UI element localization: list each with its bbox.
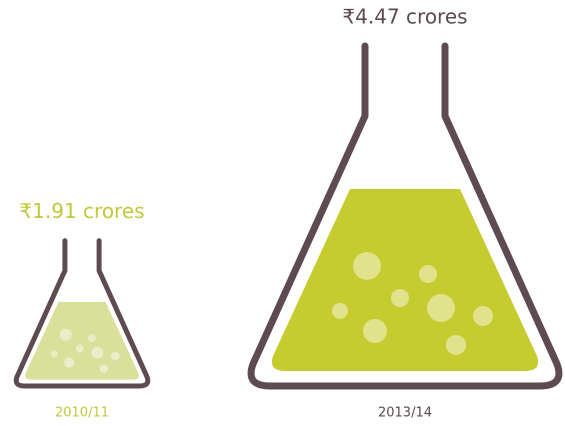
year-label: 2010/11 xyxy=(55,406,109,421)
value-label: ₹4.47 crores xyxy=(342,5,467,29)
flask-liquid xyxy=(25,301,139,380)
bubble xyxy=(391,289,409,307)
year-label: 2013/14 xyxy=(378,406,432,421)
bubble xyxy=(99,364,109,373)
flask-outline xyxy=(247,42,563,390)
flask xyxy=(247,42,563,390)
bubble xyxy=(59,328,72,341)
bubble xyxy=(50,350,58,358)
bubble xyxy=(353,252,381,280)
bubble xyxy=(91,346,104,359)
bubble xyxy=(473,306,493,326)
flask xyxy=(13,238,151,389)
bubble xyxy=(76,344,84,353)
bubble xyxy=(332,303,348,319)
flask-liquid xyxy=(271,189,539,371)
flask-outline xyxy=(13,238,151,389)
bubble xyxy=(111,351,120,361)
bubble xyxy=(363,319,387,343)
bubble xyxy=(64,357,75,368)
bubble xyxy=(446,335,466,355)
bubble xyxy=(87,334,96,342)
bubble xyxy=(419,265,437,283)
bubble xyxy=(427,294,455,322)
value-label: ₹1.91 crores xyxy=(19,199,144,223)
